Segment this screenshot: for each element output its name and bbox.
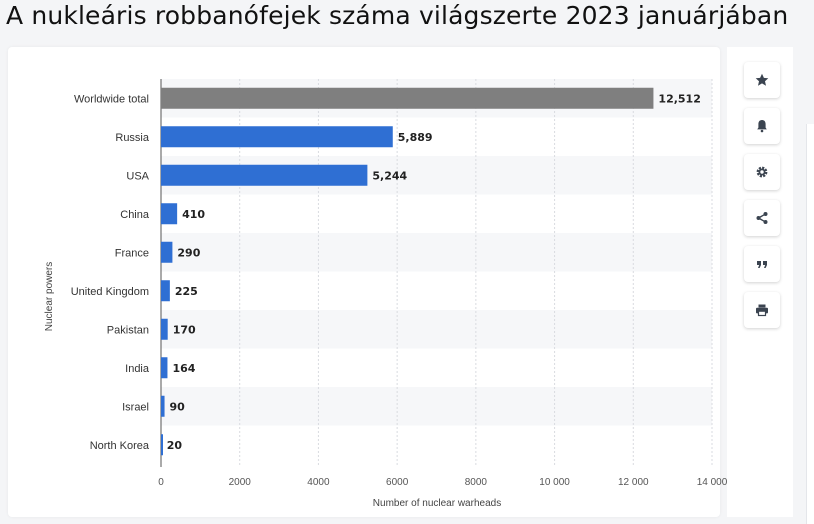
bell-icon bbox=[757, 120, 767, 133]
star-icon bbox=[755, 73, 769, 86]
y-axis-title: Nuclear powers bbox=[44, 262, 55, 331]
cite-button[interactable] bbox=[744, 246, 780, 282]
bar bbox=[161, 395, 165, 417]
category-label: India bbox=[125, 363, 150, 375]
category-label: Russia bbox=[115, 132, 150, 144]
notification-button[interactable] bbox=[744, 108, 780, 144]
chart-card bbox=[8, 47, 720, 517]
bar bbox=[161, 164, 368, 186]
row-band bbox=[161, 310, 712, 349]
settings-button[interactable] bbox=[744, 154, 780, 190]
x-tick-label: 14 000 bbox=[697, 477, 728, 488]
x-axis-title: Number of nuclear warheads bbox=[373, 498, 501, 509]
bar bbox=[161, 241, 173, 263]
bookmark-button[interactable] bbox=[744, 62, 780, 98]
print-icon bbox=[756, 304, 768, 317]
bar bbox=[161, 203, 178, 225]
side-panel-edge bbox=[806, 124, 814, 524]
data-label: 290 bbox=[177, 246, 200, 259]
bar-chart: Worldwide total 12,512 Russia 5,889 USA 5,244… bbox=[44, 79, 728, 509]
x-tick-label: 2000 bbox=[229, 477, 252, 488]
category-label: Worldwide total bbox=[74, 93, 149, 105]
category-label: France bbox=[115, 247, 149, 259]
bar bbox=[161, 434, 163, 456]
x-tick-label: 8000 bbox=[465, 477, 488, 488]
data-label: 5,244 bbox=[372, 169, 407, 182]
row-band bbox=[161, 387, 712, 426]
data-label: 170 bbox=[173, 323, 196, 336]
x-tick-label: 12 000 bbox=[618, 477, 649, 488]
gear-icon bbox=[756, 166, 768, 178]
bar bbox=[161, 318, 168, 340]
quote-icon bbox=[757, 261, 767, 268]
data-label: 20 bbox=[167, 439, 183, 452]
x-tick-label: 6000 bbox=[386, 477, 409, 488]
row-band bbox=[161, 233, 712, 272]
data-label: 410 bbox=[182, 208, 205, 221]
bar bbox=[161, 87, 654, 109]
bar bbox=[161, 280, 170, 302]
print-button[interactable] bbox=[744, 292, 780, 328]
category-label: North Korea bbox=[90, 440, 150, 452]
page-title: A nukleáris robbanófejek száma világszer… bbox=[6, 1, 789, 30]
category-label: China bbox=[120, 209, 150, 221]
bar bbox=[161, 357, 168, 379]
data-label: 12,512 bbox=[658, 92, 700, 105]
bar bbox=[161, 126, 393, 148]
category-label: Israel bbox=[122, 401, 149, 413]
x-tick-label: 10 000 bbox=[539, 477, 570, 488]
x-tick-label: 4000 bbox=[307, 477, 330, 488]
x-tick-label: 0 bbox=[158, 477, 164, 488]
share-button[interactable] bbox=[744, 200, 780, 236]
share-icon bbox=[756, 212, 768, 224]
data-label: 164 bbox=[172, 362, 195, 375]
category-label: United Kingdom bbox=[71, 286, 149, 298]
category-label: Pakistan bbox=[107, 324, 149, 336]
data-label: 5,889 bbox=[398, 131, 433, 144]
category-label: USA bbox=[126, 170, 149, 182]
data-label: 225 bbox=[175, 285, 198, 298]
data-label: 90 bbox=[170, 400, 186, 413]
